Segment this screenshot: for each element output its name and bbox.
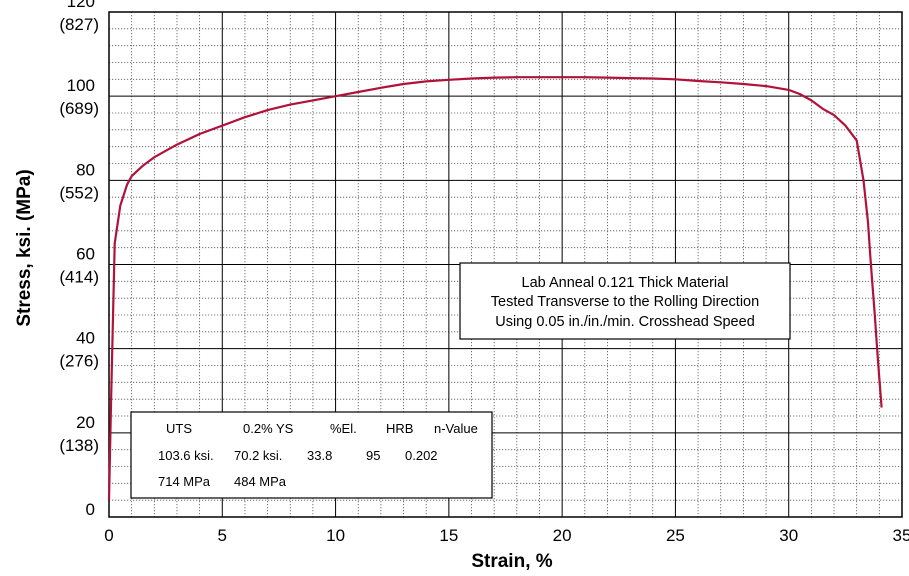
x-tick-label: 10	[326, 526, 345, 545]
x-tick-label: 25	[666, 526, 685, 545]
table-cell: 103.6 ksi.	[158, 448, 214, 463]
table-cell: 95	[366, 448, 380, 463]
y-tick-label-ksi: 0	[86, 500, 95, 519]
y-tick-label-mpa: (414)	[59, 268, 99, 287]
mechanical-properties-table: UTS 0.2% YS %El. HRB n-Value 103.6 ksi. …	[131, 412, 492, 498]
table-cell: 714 MPa	[158, 474, 211, 489]
y-tick-label-ksi: 60	[76, 245, 95, 264]
y-axis-title: Stress, ksi. (MPa)	[14, 169, 35, 326]
x-tick-label: 15	[439, 526, 458, 545]
y-tick-label-mpa: (827)	[59, 15, 99, 34]
table-cell: 33.8	[307, 448, 332, 463]
table-cell: 70.2 ksi.	[234, 448, 282, 463]
x-tick-labels: 0 5 10 15 20 25 30 35	[104, 526, 909, 545]
table-header: UTS	[166, 421, 192, 436]
table-header: HRB	[386, 421, 413, 436]
y-tick-labels: 0 20 (138) 40 (276) 60 (414) 80 (552) 100 (689) 120…	[59, 0, 99, 519]
x-tick-label: 30	[779, 526, 798, 545]
y-tick-label-mpa: (276)	[59, 352, 99, 371]
y-tick-label-ksi: 40	[76, 329, 95, 348]
y-tick-label-mpa: (138)	[59, 436, 99, 455]
x-axis-title: Strain, %	[471, 551, 552, 572]
y-tick-label-mpa: (689)	[59, 99, 99, 118]
table-cell: 484 MPa	[234, 474, 287, 489]
table-header: n-Value	[434, 421, 478, 436]
table-header: 0.2% YS	[243, 421, 294, 436]
test-conditions-note: Lab Anneal 0.121 Thick Material Tested T…	[460, 263, 790, 339]
y-tick-label-ksi: 100	[67, 76, 95, 95]
note-line: Lab Anneal 0.121 Thick Material	[522, 275, 729, 291]
y-tick-label-ksi: 120	[67, 0, 95, 11]
y-tick-label-mpa: (552)	[59, 183, 99, 202]
y-tick-label-ksi: 20	[76, 413, 95, 432]
x-tick-label: 5	[218, 526, 227, 545]
note-line: Using 0.05 in./in./min. Crosshead Speed	[495, 314, 755, 330]
x-tick-label: 0	[104, 526, 113, 545]
x-tick-label: 35	[893, 526, 909, 545]
table-cell: 0.202	[405, 448, 438, 463]
x-tick-label: 20	[553, 526, 572, 545]
note-line: Tested Transverse to the Rolling Directi…	[491, 294, 759, 310]
table-header: %El.	[330, 421, 357, 436]
y-tick-label-ksi: 80	[76, 160, 95, 179]
